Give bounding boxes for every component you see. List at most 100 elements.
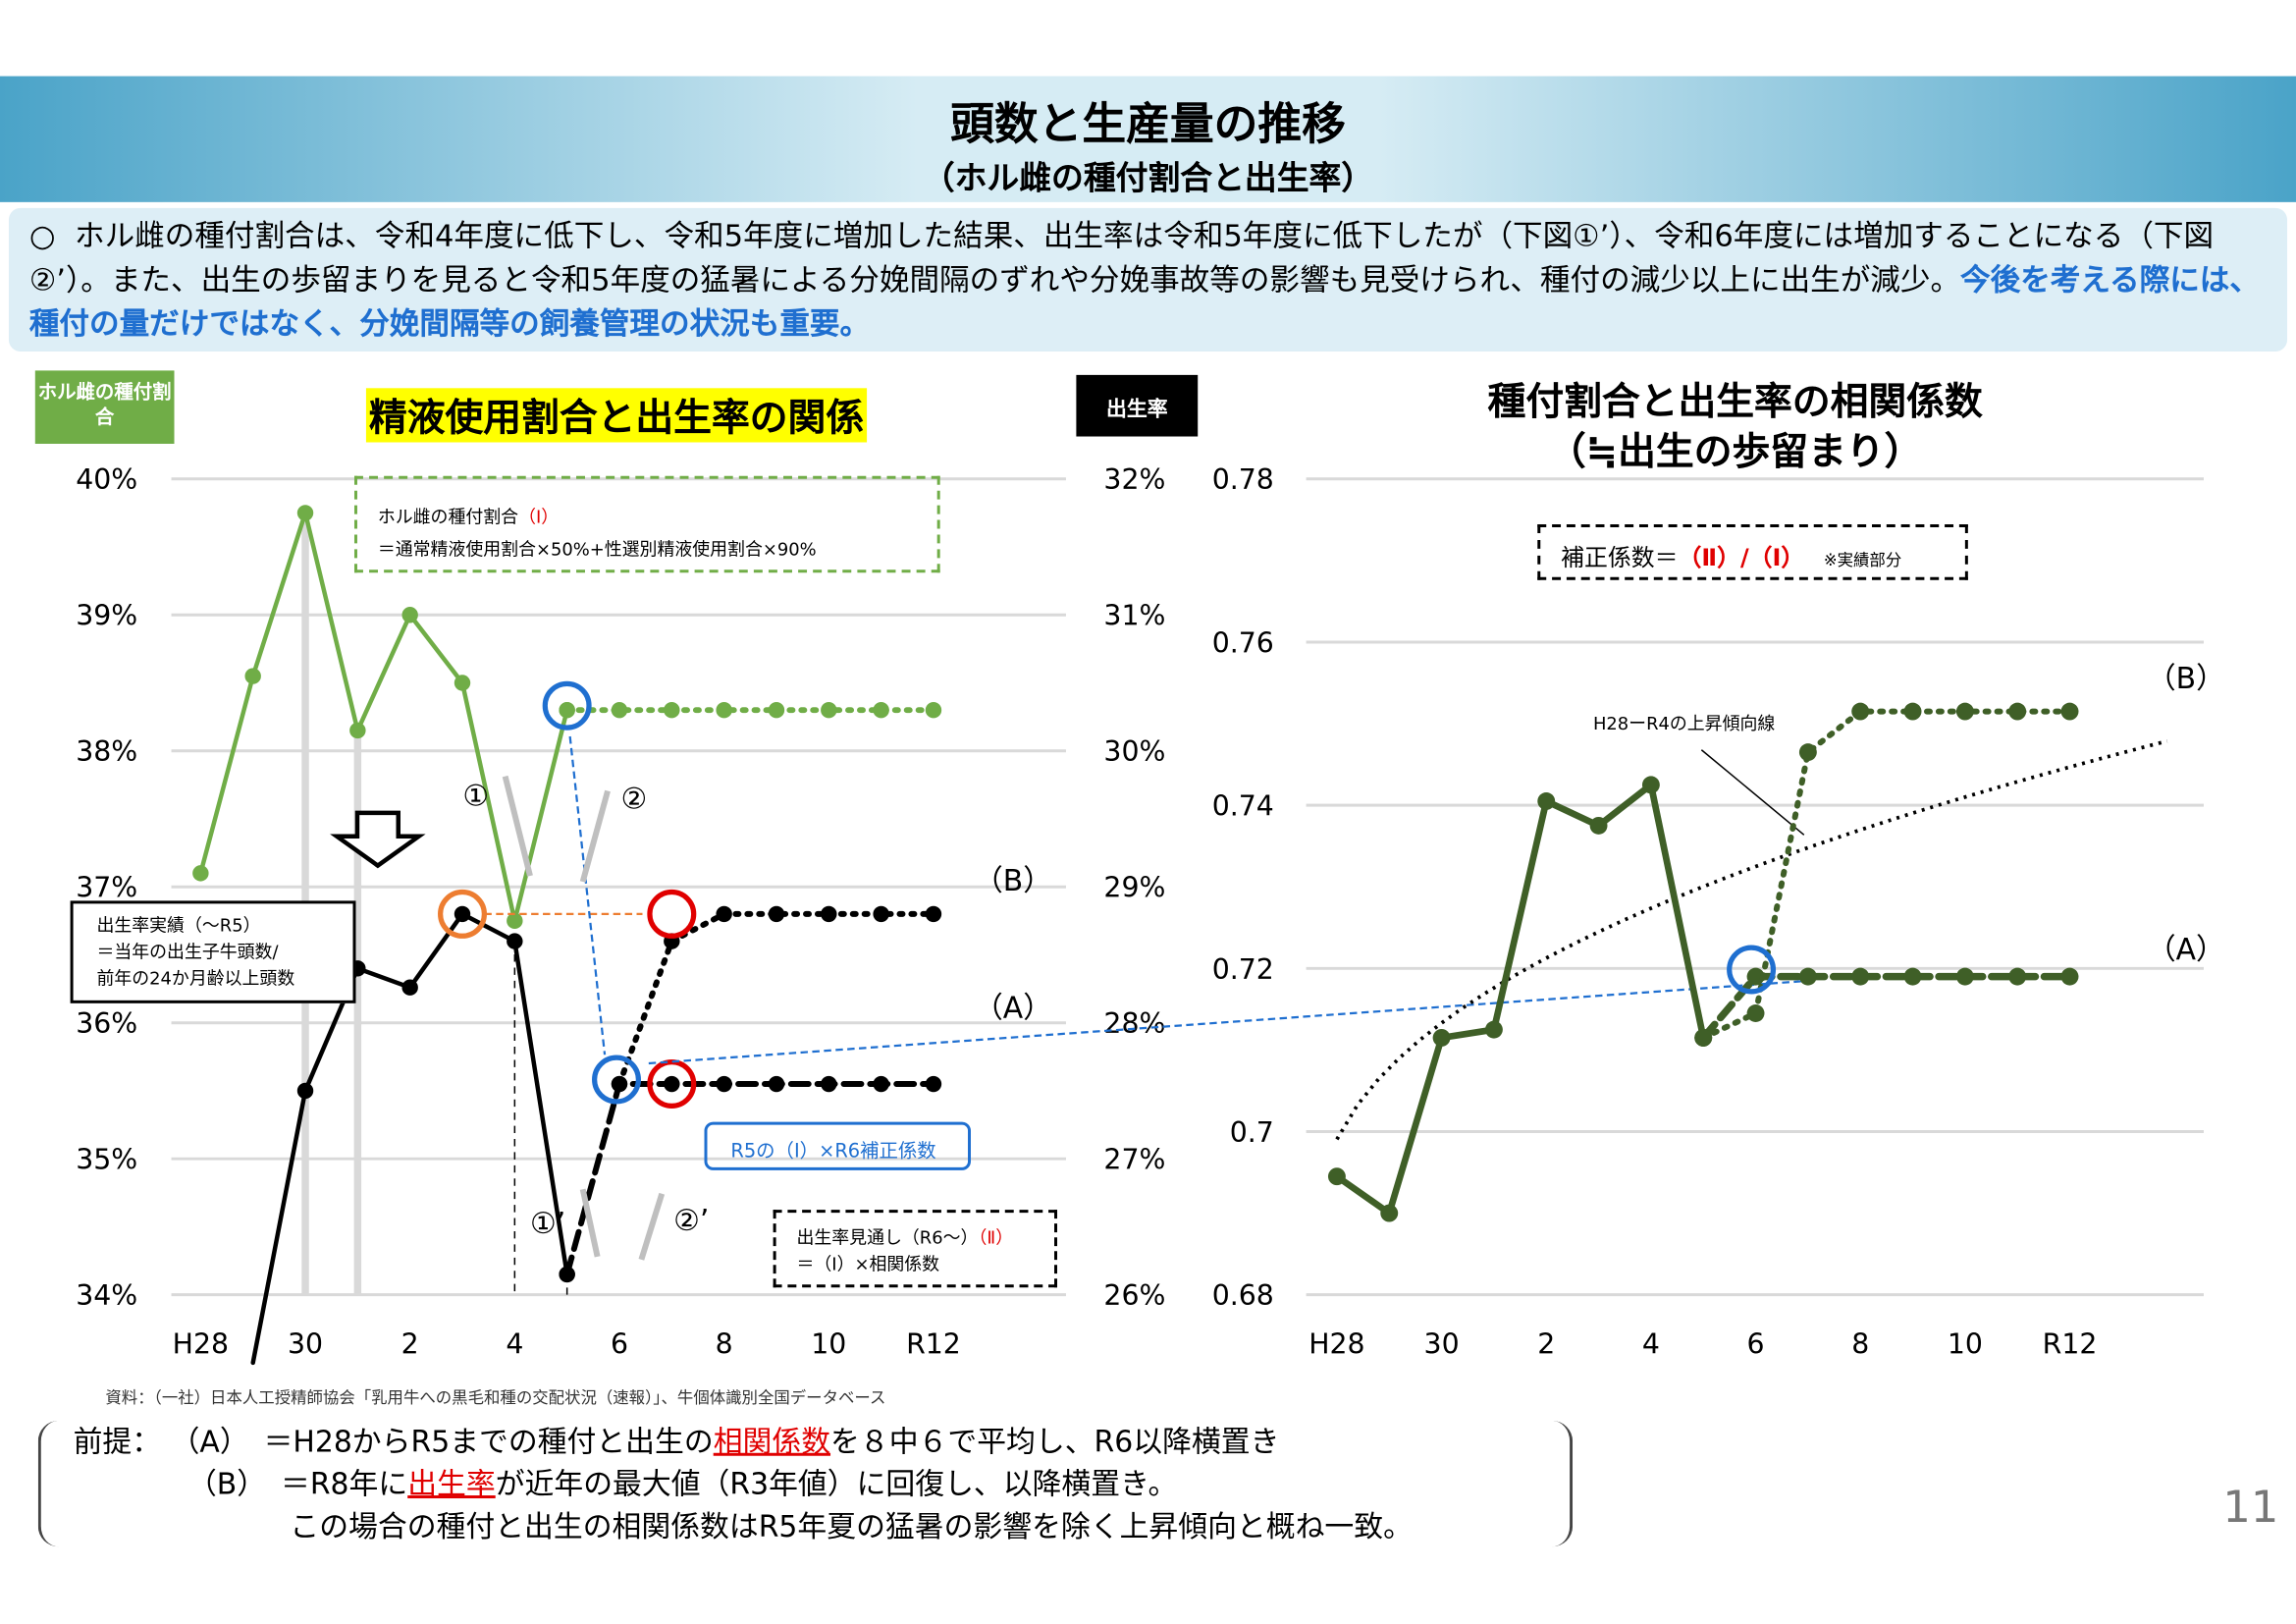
x-tick: R12 xyxy=(906,1327,961,1360)
left-chart-title: 精液使用割合と出生率の関係 xyxy=(365,388,868,443)
x-tick: H28 xyxy=(173,1327,229,1360)
trend-label: H28ーR4の上昇傾向線 xyxy=(1593,714,1775,734)
right-y-tick: 28% xyxy=(1103,1007,1165,1040)
data-point xyxy=(1589,816,1608,835)
data-point xyxy=(716,701,732,719)
left-y-tick: 38% xyxy=(76,735,137,768)
series-line xyxy=(1333,779,1707,1218)
formula-box: ホル雌の種付割合（Ⅰ） ＝通常精液使用割合×50%+性選別精液使用割合×90% xyxy=(353,475,940,573)
data-point xyxy=(401,607,418,623)
data-point xyxy=(454,905,471,923)
down-arrow-icon xyxy=(330,810,426,869)
title-banner: 頭数と生産量の推移 （ホル雌の種付割合と出生率） xyxy=(0,76,2296,202)
forecast-text: ＝（Ⅰ）×相関係数 xyxy=(796,1253,940,1274)
assumption-a-rest: を８中６で平均し、R6以降横置き xyxy=(830,1423,1280,1459)
y-tick: 0.76 xyxy=(1212,626,1274,659)
forecast-mark: （Ⅱ） xyxy=(978,1227,1014,1248)
formula-text: ＝通常精液使用割合×50%+性選別精液使用割合×90% xyxy=(377,538,817,560)
data-point xyxy=(1641,776,1660,794)
data-point xyxy=(873,701,889,719)
y-tick: 0.78 xyxy=(1212,463,1274,496)
data-point xyxy=(664,1075,680,1093)
right-y-tick: 32% xyxy=(1103,463,1165,496)
x-tick: R12 xyxy=(2043,1327,2098,1360)
source-note: 資料：（一社）日本人工授精師協会「乳用牛への黒毛和種の交配状況（速報）」、牛個体… xyxy=(105,1388,886,1408)
trend-arrow xyxy=(579,1188,601,1258)
data-point xyxy=(1380,1204,1399,1222)
highlight-circle-r5-ratio xyxy=(542,680,592,731)
summary-highlight: 今後を考える際には、種付の量だけではなく、分娩間隔等の飼養管理の状況も重要。 xyxy=(28,262,2260,342)
data-point xyxy=(821,905,837,923)
blue-arrow-link xyxy=(648,980,1801,1065)
formula-title: ホル雌の種付割合 xyxy=(377,507,519,528)
page-title: 頭数と生産量の推移 xyxy=(950,99,1346,151)
actual-box-line: 出生率実績（～R5） xyxy=(96,915,261,937)
correction-callout: R5の（Ⅰ）×R6補正係数 xyxy=(704,1121,971,1170)
label-b: （B） xyxy=(2147,662,2225,696)
x-tick: 2 xyxy=(1537,1327,1555,1360)
data-point xyxy=(1955,967,1974,986)
data-point xyxy=(873,1075,889,1093)
series-line xyxy=(563,1081,936,1277)
data-point xyxy=(559,701,575,719)
left-y-tick: 35% xyxy=(76,1144,137,1176)
label-2-prime: ②’ xyxy=(673,1204,709,1238)
x-tick: 6 xyxy=(1747,1327,1765,1360)
x-tick: 4 xyxy=(506,1327,523,1360)
data-point xyxy=(664,701,680,719)
data-point xyxy=(1851,967,1870,986)
data-point xyxy=(611,701,628,719)
data-point xyxy=(559,1266,575,1283)
data-point xyxy=(192,865,209,882)
assumption-b-rest: が近年の最大値（R3年値）に回復し、以降横置き。 xyxy=(495,1466,1178,1501)
assumption-b: （B） ＝R8年に xyxy=(187,1466,408,1501)
assumption-label: 前提： xyxy=(73,1423,162,1459)
data-point xyxy=(1955,702,1974,721)
label-b: （B） xyxy=(974,864,1052,898)
left-y-tick: 39% xyxy=(76,600,137,632)
x-tick: 8 xyxy=(1851,1327,1869,1360)
x-tick: 8 xyxy=(716,1327,733,1360)
x-tick: 10 xyxy=(1948,1327,1983,1360)
x-tick: H28 xyxy=(1308,1327,1364,1360)
x-tick: 4 xyxy=(1642,1327,1660,1360)
data-point xyxy=(1432,1028,1451,1047)
highlight-circle-r6 xyxy=(592,1055,641,1105)
highlight-circle-a xyxy=(647,1059,697,1110)
forecast-definition-box: 出生率見通し（R6～）（Ⅱ） ＝（Ⅰ）×相関係数 xyxy=(773,1210,1058,1288)
x-tick: 2 xyxy=(401,1327,419,1360)
trend-line xyxy=(1335,738,2168,1141)
data-point xyxy=(1746,967,1765,986)
trend-arrow xyxy=(502,775,533,877)
data-point xyxy=(716,1075,732,1093)
data-point xyxy=(349,722,366,739)
data-point xyxy=(925,1075,942,1093)
data-point xyxy=(768,701,785,719)
blue-arrow xyxy=(568,735,607,1056)
right-axis-tag: 出生率 xyxy=(1076,374,1199,437)
data-point xyxy=(716,905,732,923)
data-point xyxy=(2060,967,2079,986)
data-point xyxy=(1484,1020,1503,1039)
data-point xyxy=(1694,1028,1713,1047)
right-y-tick: 29% xyxy=(1103,872,1165,904)
data-point xyxy=(821,1075,837,1093)
data-point xyxy=(1798,743,1817,762)
assumptions-box: 前提： （A） ＝H28からR5までの種付と出生の相関係数を８中６で平均し、R6… xyxy=(37,1420,1574,1547)
data-point xyxy=(873,905,889,923)
right-chart-subtitle: （≒出生の歩留まり） xyxy=(1547,430,1923,475)
y-tick: 0.68 xyxy=(1212,1279,1274,1312)
actual-box-line: 前年の24か月齢以上頭数 xyxy=(96,968,295,989)
left-y-tick: 34% xyxy=(76,1279,137,1312)
trend-arrow xyxy=(579,789,611,883)
label-2: ② xyxy=(620,782,647,816)
left-y-tick: 40% xyxy=(76,463,137,496)
right-y-tick: 31% xyxy=(1103,600,1165,632)
data-point xyxy=(611,1075,628,1093)
data-point xyxy=(1851,702,1870,721)
data-point xyxy=(1903,967,1922,986)
trend-arrow xyxy=(638,1192,666,1261)
x-tick: 6 xyxy=(611,1327,628,1360)
data-point xyxy=(2008,702,2027,721)
